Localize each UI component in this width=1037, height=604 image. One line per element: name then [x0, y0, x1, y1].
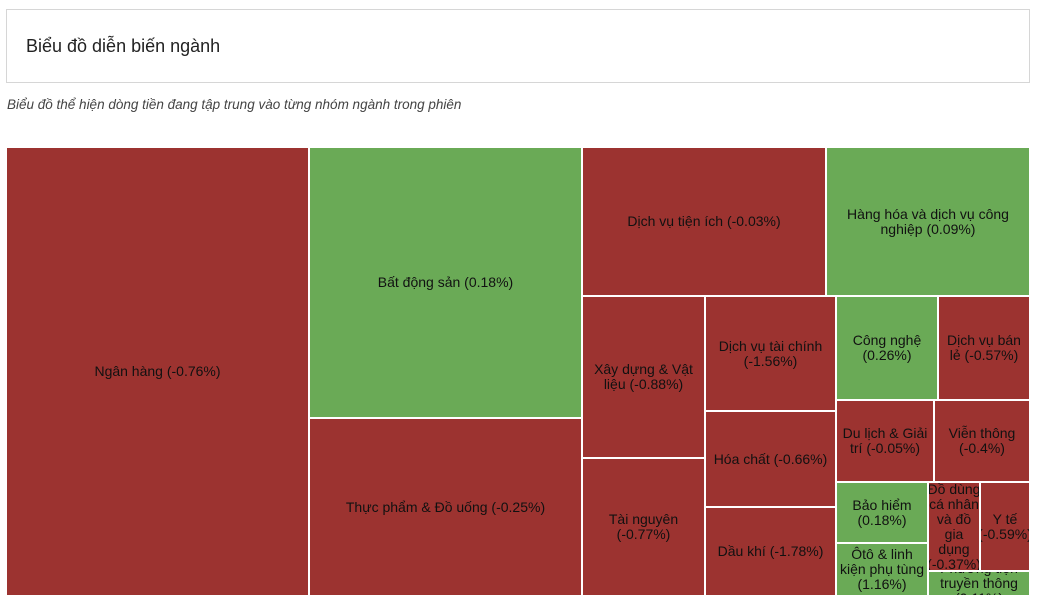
sector-tile[interactable]: Ngân hàng (-0.76%)	[6, 147, 309, 596]
sector-label: Dịch vụ bán lẻ (-0.57%)	[947, 332, 1021, 363]
sector-tile[interactable]: Dịch vụ tài chính (-1.56%)	[705, 296, 836, 411]
chart-subtitle: Biểu đồ thể hiện dòng tiền đang tập trun…	[7, 97, 462, 112]
sector-tile[interactable]: Phương tiện truyền thông (0.11%)	[928, 571, 1030, 596]
sector-label: Dịch vụ tài chính (-1.56%)	[718, 337, 823, 369]
sector-tile[interactable]: Công nghệ (0.26%)	[836, 296, 938, 400]
sector-label: Ngân hàng (-0.76%)	[94, 363, 221, 379]
sector-label: Bảo hiểm (0.18%)	[852, 496, 912, 528]
sector-tile[interactable]: Bất động sản (0.18%)	[309, 147, 582, 418]
sector-treemap: Ngân hàng (-0.76%) Bất động sản (0.18%) Th…	[6, 147, 1030, 596]
sector-label: Thực phẩm & Đồ uống (-0.25%)	[345, 498, 546, 515]
sector-tile[interactable]: Du lịch & Giải trí (-0.05%)	[836, 400, 934, 482]
sector-label: Du lịch & Giải trí (-0.05%)	[842, 425, 928, 456]
sector-tile[interactable]: Tài nguyên (-0.77%)	[582, 458, 705, 596]
sector-label: Hóa chất (-0.66%)	[713, 450, 828, 467]
sector-label: Hàng hóa và dịch vụ công nghiệp (0.09%)	[847, 205, 1009, 237]
sector-tile[interactable]: Dịch vụ bán lẻ (-0.57%)	[938, 296, 1030, 400]
sector-tile[interactable]: Viễn thông (-0.4%)	[934, 400, 1030, 482]
sector-tile[interactable]: Hàng hóa và dịch vụ công nghiệp (0.09%)	[826, 147, 1030, 296]
sector-label: Phương tiện truyền thông (0.11%)	[940, 572, 1018, 595]
sector-label: Đồ dùng cá nhân và đồ gia dụng (-0.37%)	[928, 482, 980, 571]
sector-label: Y tế (-0.59%)	[980, 510, 1030, 542]
sector-tile[interactable]: Ôtô & linh kiện phụ tùng (1.16%)	[836, 543, 928, 596]
sector-label: Công nghệ (0.26%)	[852, 332, 922, 363]
sector-tile[interactable]: Dầu khí (-1.78%)	[705, 507, 836, 596]
sector-label: Viễn thông (-0.4%)	[948, 425, 1016, 456]
chart-title: Biểu đồ diễn biến ngành	[26, 36, 221, 56]
sector-label: Ôtô & linh kiện phụ tùng (1.16%)	[839, 546, 925, 592]
chart-header: Biểu đồ diễn biến ngành	[6, 9, 1030, 83]
sector-label: Dịch vụ tiện ích (-0.03%)	[627, 213, 781, 229]
sector-tile[interactable]: Xây dựng & Vật liệu (-0.88%)	[582, 296, 705, 458]
sector-tile[interactable]: Hóa chất (-0.66%)	[705, 411, 836, 507]
sector-label: Tài nguyên (-0.77%)	[608, 511, 679, 542]
sector-label: Bất động sản (0.18%)	[377, 274, 514, 290]
sector-tile[interactable]: Bảo hiểm (0.18%)	[836, 482, 928, 543]
sector-tile[interactable]: Thực phẩm & Đồ uống (-0.25%)	[309, 418, 582, 596]
sector-label: Xây dựng & Vật liệu (-0.88%)	[594, 361, 693, 392]
sector-tile[interactable]: Y tế (-0.59%)	[980, 482, 1030, 571]
sector-label: Dầu khí (-1.78%)	[717, 543, 824, 559]
sector-tile[interactable]: Đồ dùng cá nhân và đồ gia dụng (-0.37%)	[928, 482, 980, 571]
sector-tile[interactable]: Dịch vụ tiện ích (-0.03%)	[582, 147, 826, 296]
